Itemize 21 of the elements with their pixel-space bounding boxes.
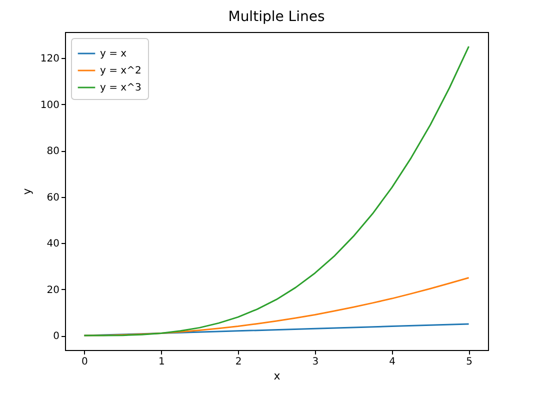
x-tick-label: 3	[312, 356, 319, 368]
y-tick-label: 120	[40, 54, 60, 65]
x-tick-label: 2	[235, 356, 242, 368]
x-tick-label: 4	[389, 356, 396, 368]
x-tick-label: 1	[158, 356, 165, 368]
y-tick-label: 80	[46, 146, 60, 158]
x-tick-label: 0	[82, 356, 88, 368]
x-axis-title: x	[274, 370, 281, 382]
legend-label: y = x	[100, 48, 127, 60]
y-tick-label: 100	[40, 100, 60, 111]
y-axis-title: y	[20, 188, 34, 195]
legend-label: y = x^2	[100, 66, 142, 76]
line-series	[83, 323, 470, 336]
y-tick-label: 60	[46, 192, 60, 204]
y-tick-label: 40	[46, 238, 60, 250]
line-series	[83, 46, 470, 336]
chart-title: Multiple Lines	[228, 9, 325, 25]
y-tick-label: 20	[46, 284, 60, 296]
x-tick-label: 5	[466, 356, 472, 368]
legend-label: y = x^3	[100, 82, 142, 94]
y-tick-label: 0	[53, 331, 60, 342]
